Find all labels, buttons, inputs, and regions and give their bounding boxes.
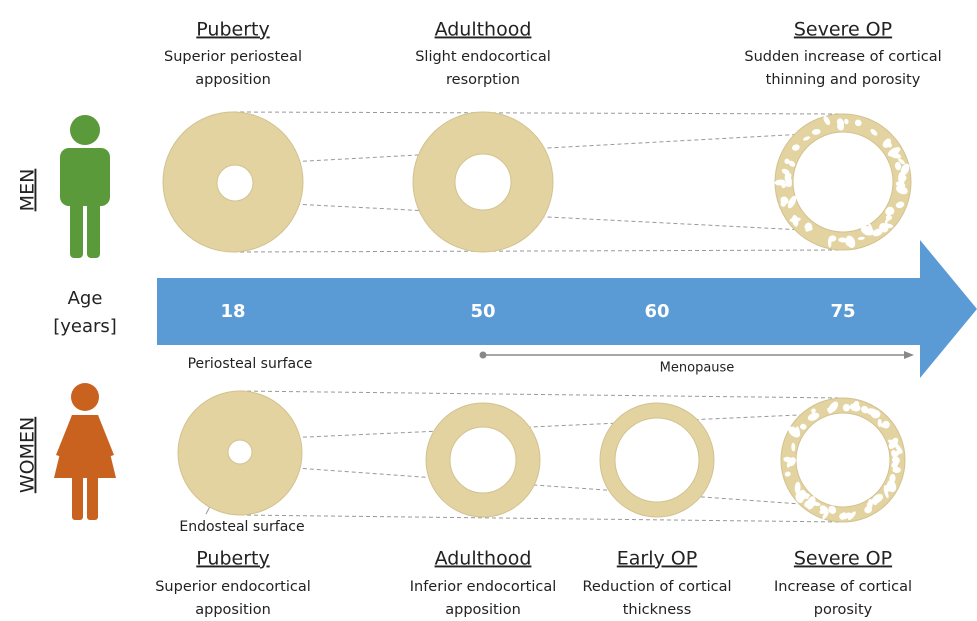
bone-marrow [228,440,252,464]
men-label: MEN [17,169,39,212]
stage-description: Slight endocortical [415,49,551,65]
guide-line [240,413,843,440]
man-icon [60,115,110,258]
stage-description: Superior periosteal [164,49,302,65]
age-value: 75 [830,301,855,322]
stage-description: porosity [814,602,873,618]
stage-title: Severe OP [794,19,892,41]
stage-title: Severe OP [794,548,892,570]
age-value: 50 [470,301,495,322]
bone-marrow [793,132,893,232]
stage-description: Inferior endocortical [410,579,557,595]
bone-marrow [217,165,253,201]
stage-description: apposition [195,72,271,88]
stage-description: Sudden increase of cortical [744,49,941,65]
stage-title: Puberty [196,19,269,41]
stage-title: Adulthood [435,19,532,41]
endosteal-label: Endosteal surface [179,519,304,535]
bone-marrow [455,154,511,210]
menopause-label: Menopause [660,361,735,376]
guide-line [240,464,843,507]
guide-line [233,250,843,252]
stage-description: apposition [195,602,271,618]
guide-line [240,391,843,398]
bone-marrow [615,418,699,502]
guide-line [240,515,843,522]
menopause-start [480,352,487,359]
stage-description: apposition [445,602,521,618]
periosteal-label: Periosteal surface [188,356,313,372]
stage-description: Reduction of cortical [582,579,731,595]
women-label: WOMEN [17,417,39,493]
age-label: [years] [53,316,117,337]
stage-description: Increase of cortical [774,579,912,595]
stage-title: Adulthood [435,548,532,570]
age-label: Age [68,288,103,309]
age-value: 18 [220,301,245,322]
stage-title: Puberty [196,548,269,570]
stage-description: resorption [446,72,520,88]
stage-title: Early OP [617,548,697,570]
stage-description: thickness [623,602,692,618]
diagram: Menopause MEN WOMEN Age [years] Perioste… [0,0,977,621]
bone-marrow [796,413,890,507]
stage-description: Superior endocortical [155,579,311,595]
bone-marrow [450,427,516,493]
menopause-arrowhead [904,351,914,359]
guide-line [233,112,843,114]
stage-description: thinning and porosity [766,72,921,88]
age-value: 60 [644,301,669,322]
woman-icon [54,383,116,520]
